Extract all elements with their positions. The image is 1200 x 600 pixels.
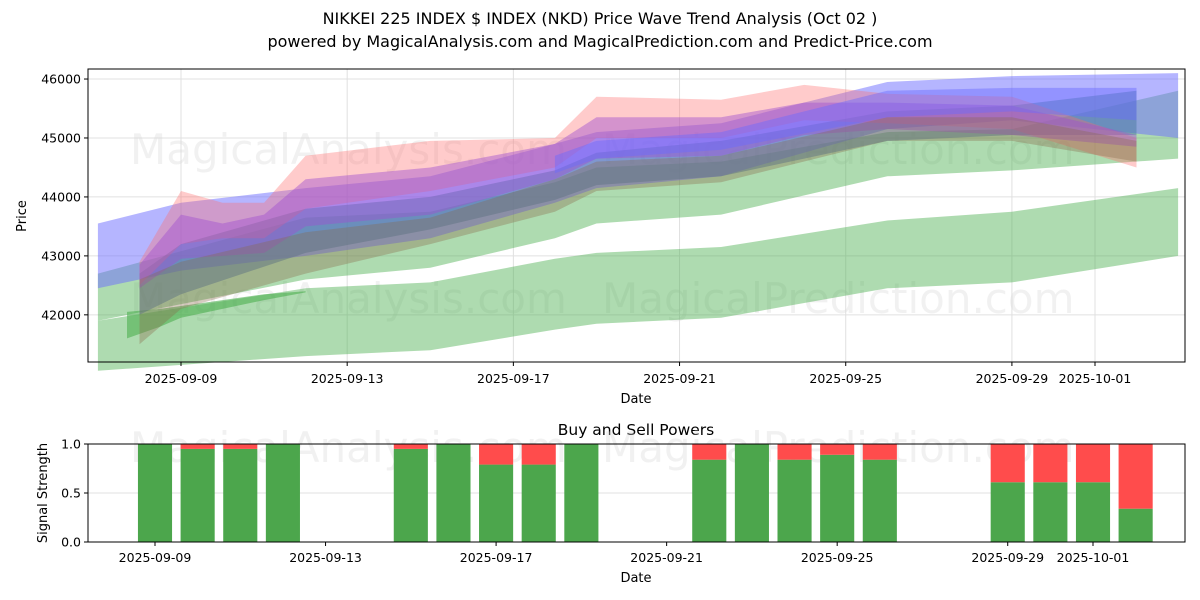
power-xtick-label: 2025-09-09	[119, 550, 192, 565]
power-y-axis: 0.0 0.5 1.0	[61, 437, 88, 550]
main-xtick-label: 2025-09-17	[477, 371, 550, 386]
sell-bar	[479, 444, 514, 465]
sell-bar	[393, 444, 428, 449]
sell-bar	[180, 444, 215, 449]
buy-bar	[820, 454, 855, 542]
main-plot-frame	[87, 68, 1186, 363]
sell-bar	[521, 444, 556, 465]
buy-bar	[564, 444, 599, 542]
main-ytick-label: 42000	[41, 307, 81, 322]
main-ytick-label: 44000	[41, 189, 81, 204]
buy-bar	[734, 444, 769, 542]
sell-bar	[820, 444, 855, 455]
main-x-axis-label: Date	[620, 392, 651, 407]
power-ytick-label: 1.0	[61, 437, 81, 452]
main-xtick-label: 2025-09-09	[145, 371, 218, 386]
power-x-axis-label: Date	[620, 571, 651, 586]
buy-bar	[265, 444, 300, 542]
buy-bar	[223, 448, 258, 542]
power-bars	[137, 444, 1153, 542]
sell-bar	[692, 444, 727, 460]
power-ytick-label: 0.5	[61, 486, 81, 501]
power-x-axis: 2025-09-09 2025-09-13 2025-09-17 2025-09-21…	[119, 542, 1130, 565]
chart-subtitle: powered by MagicalAnalysis.com and Magic…	[267, 32, 933, 51]
buy-bar	[1118, 508, 1153, 542]
power-ytick-label: 0.0	[61, 535, 81, 550]
main-y-axis: 42000 43000 44000 45000 46000	[41, 72, 88, 322]
main-xtick-label: 2025-09-25	[809, 371, 882, 386]
main-xtick-label: 2025-10-01	[1059, 371, 1132, 386]
main-xtick-label: 2025-09-21	[643, 371, 716, 386]
buy-bar	[479, 464, 514, 542]
buy-bar	[1033, 482, 1068, 542]
watermark-prediction-bottom: MagicalPrediction.com	[602, 274, 1075, 323]
power-xtick-label: 2025-09-13	[289, 550, 362, 565]
sell-bar	[1075, 444, 1111, 483]
blue-upper-band	[554, 87, 1137, 174]
buy-bar	[521, 464, 556, 542]
main-x-axis: 2025-09-09 2025-09-13 2025-09-17 2025-09-21…	[145, 362, 1132, 386]
sell-bar	[1118, 444, 1153, 509]
main-ytick-label: 46000	[41, 72, 81, 87]
buy-bar	[777, 459, 812, 542]
purple-band	[139, 102, 1137, 289]
price-bands	[97, 73, 1179, 371]
chart-title: NIKKEI 225 INDEX $ INDEX (NKD) Price Wav…	[322, 9, 878, 28]
sell-bar	[990, 444, 1025, 483]
power-xtick-label: 2025-09-21	[630, 550, 703, 565]
buy-bar	[990, 482, 1025, 542]
main-xtick-label: 2025-09-13	[311, 371, 384, 386]
main-ytick-label: 45000	[41, 130, 81, 145]
main-xtick-label: 2025-09-29	[976, 371, 1049, 386]
buy-bar	[393, 448, 428, 542]
buy-bar	[180, 448, 215, 542]
buy-bar	[1075, 482, 1111, 542]
buy-bar	[862, 459, 897, 542]
power-xtick-label: 2025-09-17	[460, 550, 533, 565]
main-y-axis-label: Price	[15, 200, 30, 232]
brown-band	[139, 117, 1137, 345]
sell-bar	[1033, 444, 1068, 483]
green-short-band	[127, 291, 306, 339]
sell-bar	[777, 444, 812, 460]
sell-bar	[862, 444, 897, 460]
power-chart-title: Buy and Sell Powers	[558, 421, 715, 439]
steel-band	[139, 90, 1137, 315]
buy-bar	[436, 444, 471, 542]
buy-bar	[692, 459, 727, 542]
power-xtick-label: 2025-09-29	[971, 550, 1044, 565]
power-xtick-label: 2025-09-25	[801, 550, 874, 565]
green-low-band	[97, 188, 1179, 371]
main-ytick-label: 43000	[41, 248, 81, 263]
red-band	[139, 84, 1137, 286]
sell-bar	[223, 444, 258, 449]
power-xtick-label: 2025-10-01	[1057, 550, 1130, 565]
power-y-axis-label: Signal Strength	[36, 443, 51, 543]
green-mid-band	[97, 90, 1179, 321]
buy-bar	[137, 444, 173, 542]
